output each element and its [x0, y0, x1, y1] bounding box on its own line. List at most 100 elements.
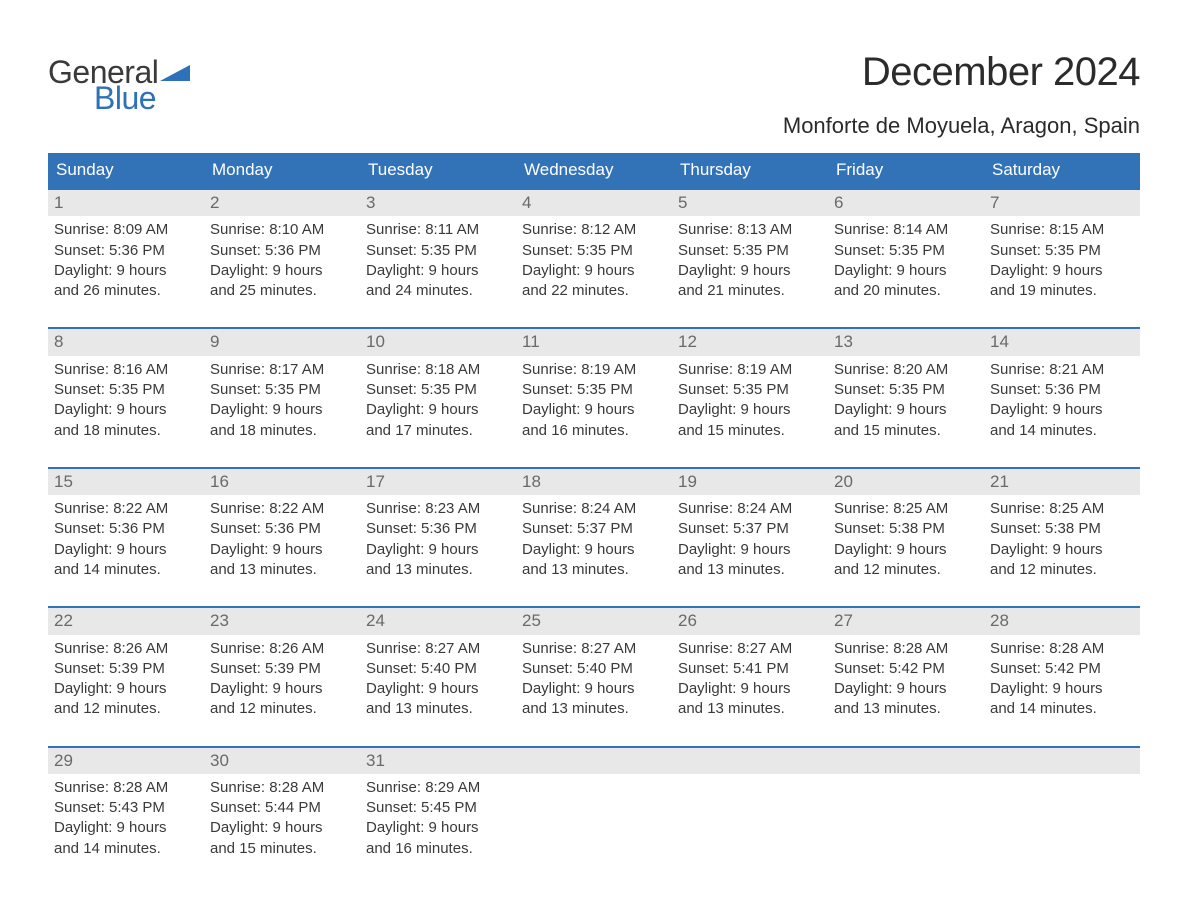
day-cell: 28Sunrise: 8:28 AMSunset: 5:42 PMDayligh… — [984, 608, 1140, 723]
sunset-text: Sunset: 5:45 PM — [366, 798, 510, 818]
sunrise-text: Sunrise: 8:11 AM — [366, 220, 510, 240]
day-number: 14 — [984, 329, 1140, 355]
sunset-text: Sunset: 5:40 PM — [522, 659, 666, 679]
daylight-line1: Daylight: 9 hours — [522, 540, 666, 560]
day-cell: 9Sunrise: 8:17 AMSunset: 5:35 PMDaylight… — [204, 329, 360, 444]
day-number: 5 — [672, 190, 828, 216]
daylight-line1: Daylight: 9 hours — [54, 818, 198, 838]
sunset-text: Sunset: 5:35 PM — [678, 241, 822, 261]
day-cell: 4Sunrise: 8:12 AMSunset: 5:35 PMDaylight… — [516, 190, 672, 305]
day-cell: 13Sunrise: 8:20 AMSunset: 5:35 PMDayligh… — [828, 329, 984, 444]
daylight-line2: and 13 minutes. — [678, 560, 822, 580]
day-number: 22 — [48, 608, 204, 634]
day-body: Sunrise: 8:19 AMSunset: 5:35 PMDaylight:… — [516, 356, 672, 445]
day-number: 7 — [984, 190, 1140, 216]
daylight-line1: Daylight: 9 hours — [522, 261, 666, 281]
day-cell: 25 Sunrise: 8:27 AMSunset: 5:40 PMDayligh… — [516, 608, 672, 723]
daylight-line1: Daylight: 9 hours — [210, 540, 354, 560]
day-number: 28 — [984, 608, 1140, 634]
sunrise-text: Sunrise: 8:29 AM — [366, 778, 510, 798]
daylight-line2: and 15 minutes. — [210, 839, 354, 859]
day-body: Sunrise: 8:13 AMSunset: 5:35 PMDaylight:… — [672, 216, 828, 305]
sunrise-text: Sunrise: 8:25 AM — [990, 499, 1134, 519]
week-row: 8Sunrise: 8:16 AMSunset: 5:35 PMDaylight… — [48, 327, 1140, 444]
daylight-line1: Daylight: 9 hours — [366, 540, 510, 560]
sunset-text: Sunset: 5:37 PM — [522, 519, 666, 539]
daylight-line1: Daylight: 9 hours — [54, 679, 198, 699]
day-number: 12 — [672, 329, 828, 355]
daylight-line1: Daylight: 9 hours — [834, 400, 978, 420]
daylight-line2: and 13 minutes. — [522, 699, 666, 719]
sunset-text: Sunset: 5:35 PM — [54, 380, 198, 400]
day-number: 26 — [672, 608, 828, 634]
sunrise-text: Sunrise: 8:28 AM — [210, 778, 354, 798]
sunrise-text: Sunrise: 8:12 AM — [522, 220, 666, 240]
day-number: 30 — [204, 748, 360, 774]
sunrise-text: Sunrise: 8:19 AM — [678, 360, 822, 380]
day-body: Sunrise: 8:26 AMSunset: 5:39 PMDaylight:… — [204, 635, 360, 724]
daylight-line2: and 12 minutes. — [834, 560, 978, 580]
sunrise-text: Sunrise: 8:27 AM — [522, 639, 666, 659]
day-number: 6 — [828, 190, 984, 216]
daylight-line1: Daylight: 9 hours — [210, 679, 354, 699]
sunset-text: Sunset: 5:40 PM — [366, 659, 510, 679]
day-cell: 12Sunrise: 8:19 AMSunset: 5:35 PMDayligh… — [672, 329, 828, 444]
sunset-text: Sunset: 5:35 PM — [366, 241, 510, 261]
day-number: 27 — [828, 608, 984, 634]
sunset-text: Sunset: 5:42 PM — [834, 659, 978, 679]
daylight-line2: and 13 minutes. — [210, 560, 354, 580]
day-body: Sunrise: 8:29 AMSunset: 5:45 PMDaylight:… — [360, 774, 516, 863]
sunset-text: Sunset: 5:35 PM — [522, 241, 666, 261]
day-number: 23 — [204, 608, 360, 634]
sunrise-text: Sunrise: 8:24 AM — [678, 499, 822, 519]
day-body: Sunrise: 8:28 AMSunset: 5:42 PMDaylight:… — [984, 635, 1140, 724]
daylight-line1: Daylight: 9 hours — [834, 540, 978, 560]
day-cell: 6Sunrise: 8:14 AMSunset: 5:35 PMDaylight… — [828, 190, 984, 305]
sunset-text: Sunset: 5:35 PM — [366, 380, 510, 400]
day-cell: 23Sunrise: 8:26 AMSunset: 5:39 PMDayligh… — [204, 608, 360, 723]
day-body: Sunrise: 8:15 AMSunset: 5:35 PMDaylight:… — [984, 216, 1140, 305]
daylight-line2: and 14 minutes. — [990, 421, 1134, 441]
day-cell: 22Sunrise: 8:26 AMSunset: 5:39 PMDayligh… — [48, 608, 204, 723]
sunrise-text: Sunrise: 8:17 AM — [210, 360, 354, 380]
sunset-text: Sunset: 5:37 PM — [678, 519, 822, 539]
header: General Blue December 2024 Monforte de M… — [48, 50, 1140, 139]
day-body: Sunrise: 8:28 AMSunset: 5:43 PMDaylight:… — [48, 774, 204, 863]
day-body: Sunrise: 8:12 AMSunset: 5:35 PMDaylight:… — [516, 216, 672, 305]
sunset-text: Sunset: 5:36 PM — [210, 241, 354, 261]
sunrise-text: Sunrise: 8:22 AM — [54, 499, 198, 519]
sunset-text: Sunset: 5:35 PM — [210, 380, 354, 400]
day-cell: 19Sunrise: 8:24 AMSunset: 5:37 PMDayligh… — [672, 469, 828, 584]
day-number: 21 — [984, 469, 1140, 495]
day-number: 17 — [360, 469, 516, 495]
daylight-line1: Daylight: 9 hours — [678, 679, 822, 699]
day-body: Sunrise: 8:11 AMSunset: 5:35 PMDaylight:… — [360, 216, 516, 305]
daylight-line2: and 18 minutes. — [54, 421, 198, 441]
day-number — [516, 748, 672, 774]
sunset-text: Sunset: 5:38 PM — [834, 519, 978, 539]
day-body: Sunrise: 8:25 AMSunset: 5:38 PMDaylight:… — [984, 495, 1140, 584]
day-number: 31 — [360, 748, 516, 774]
sunrise-text: Sunrise: 8:24 AM — [522, 499, 666, 519]
daylight-line1: Daylight: 9 hours — [522, 679, 666, 699]
sunset-text: Sunset: 5:35 PM — [990, 241, 1134, 261]
dow-thursday: Thursday — [672, 153, 828, 188]
daylight-line1: Daylight: 9 hours — [834, 679, 978, 699]
daylight-line2: and 21 minutes. — [678, 281, 822, 301]
sunset-text: Sunset: 5:36 PM — [54, 519, 198, 539]
daylight-line1: Daylight: 9 hours — [54, 400, 198, 420]
logo-text-blue: Blue — [48, 82, 190, 114]
sunrise-text: Sunrise: 8:23 AM — [366, 499, 510, 519]
daylight-line1: Daylight: 9 hours — [210, 818, 354, 838]
sunrise-text: Sunrise: 8:26 AM — [54, 639, 198, 659]
sunrise-text: Sunrise: 8:14 AM — [834, 220, 978, 240]
day-number: 18 — [516, 469, 672, 495]
day-cell-empty — [828, 748, 984, 863]
day-number: 25 — [516, 608, 672, 634]
daylight-line2: and 26 minutes. — [54, 281, 198, 301]
day-number: 2 — [204, 190, 360, 216]
daylight-line2: and 12 minutes. — [990, 560, 1134, 580]
day-cell-empty — [672, 748, 828, 863]
day-body: Sunrise: 8:24 AMSunset: 5:37 PMDaylight:… — [516, 495, 672, 584]
day-number — [828, 748, 984, 774]
